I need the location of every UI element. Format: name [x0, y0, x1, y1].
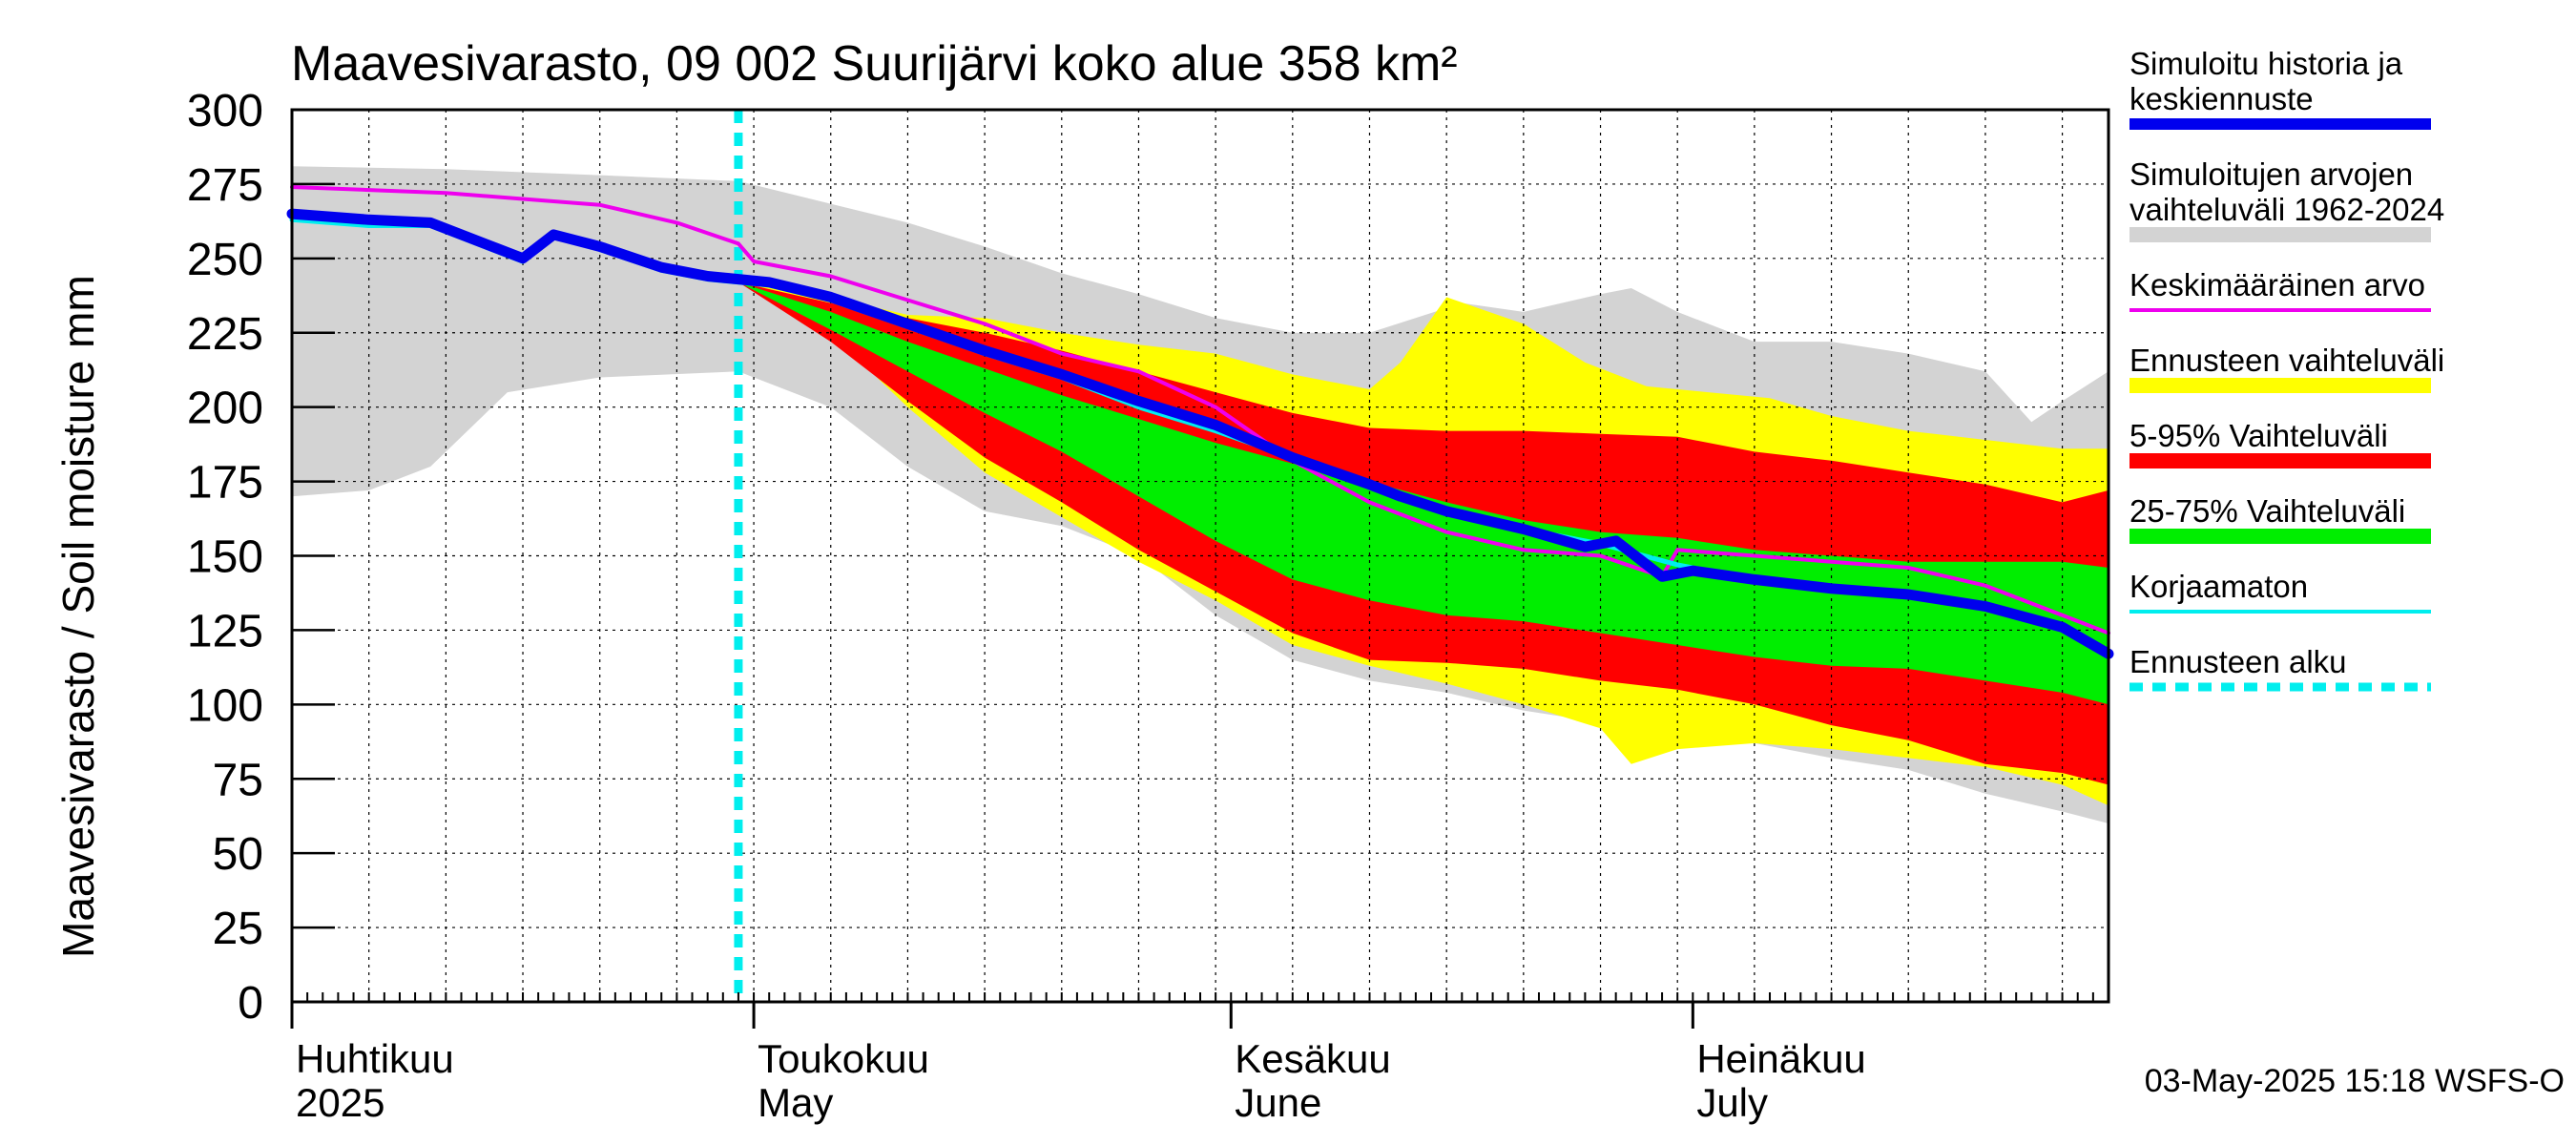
legend-label-mean: Keskimääräinen arvo: [2129, 267, 2425, 302]
y-tick-label: 250: [187, 235, 263, 285]
y-tick-label: 300: [187, 86, 263, 136]
y-tick-label: 200: [187, 384, 263, 434]
y-tick-label: 25: [213, 904, 263, 954]
legend-label-p25-75: 25-75% Vaihteluväli: [2129, 493, 2405, 529]
plot-area: [286, 108, 2114, 1004]
series-line-mean: [290, 185, 2110, 635]
x-month-sublabel: 2025: [296, 1080, 384, 1125]
legend-label-p5-95: 5-95% Vaihteluväli: [2129, 418, 2388, 453]
y-tick-label: 100: [187, 680, 263, 731]
y-tick-label: 50: [213, 829, 263, 880]
legend-label-history: keskiennuste: [2129, 81, 2314, 116]
x-month-label: Toukokuu: [758, 1036, 929, 1081]
x-month-label: Huhtikuu: [296, 1036, 454, 1081]
lines-layer: [286, 110, 2114, 1002]
grid-layer: [292, 110, 2109, 1002]
y-tick-label: 0: [238, 978, 263, 1029]
legend-swatch-p25-75: [2129, 529, 2431, 544]
y-tick-label: 175: [187, 458, 263, 509]
legend-swatch-range-hist: [2129, 227, 2431, 242]
y-tick-label: 225: [187, 309, 263, 360]
y-tick-label: 150: [187, 532, 263, 583]
timestamp-footer: 03-May-2025 15:18 WSFS-O: [2145, 1063, 2565, 1099]
y-axis: 0 25 50 75 100 125 150 175 200 225 250 275 300: [187, 86, 335, 1029]
series-line-history: [286, 208, 2114, 659]
x-month-sublabel: July: [1696, 1080, 1768, 1125]
legend-label-range-hist: Simuloitujen arvojen: [2129, 156, 2413, 192]
bands-layer: [292, 166, 2109, 823]
y-tick-label: 125: [187, 606, 263, 656]
y-tick-label: 275: [187, 160, 263, 211]
x-month-sublabel: June: [1235, 1080, 1321, 1125]
y-axis-label: Maavesivarasto / Soil moisture mm: [53, 275, 103, 958]
y-tick-label: 75: [213, 755, 263, 805]
legend-label-forecast-range: Ennusteen vaihteluväli: [2129, 343, 2444, 378]
x-month-sublabel: May: [758, 1080, 833, 1125]
legend-label-history: Simuloitu historia ja: [2129, 46, 2403, 81]
legend-swatch-forecast-range: [2129, 378, 2431, 393]
chart-title: Maavesivarasto, 09 002 Suurijärvi koko a…: [291, 36, 1458, 92]
x-month-label: Kesäkuu: [1235, 1036, 1390, 1081]
legend-swatch-p5-95: [2129, 453, 2431, 468]
x-month-label: Heinäkuu: [1696, 1036, 1865, 1081]
band-25-75: [737, 281, 2109, 705]
legend-label-forecast-start: Ennusteen alku: [2129, 644, 2347, 679]
legend-label-range-hist: vaihteluväli 1962-2024: [2129, 192, 2444, 227]
legend-label-uncorrected: Korjaamaton: [2129, 569, 2308, 604]
